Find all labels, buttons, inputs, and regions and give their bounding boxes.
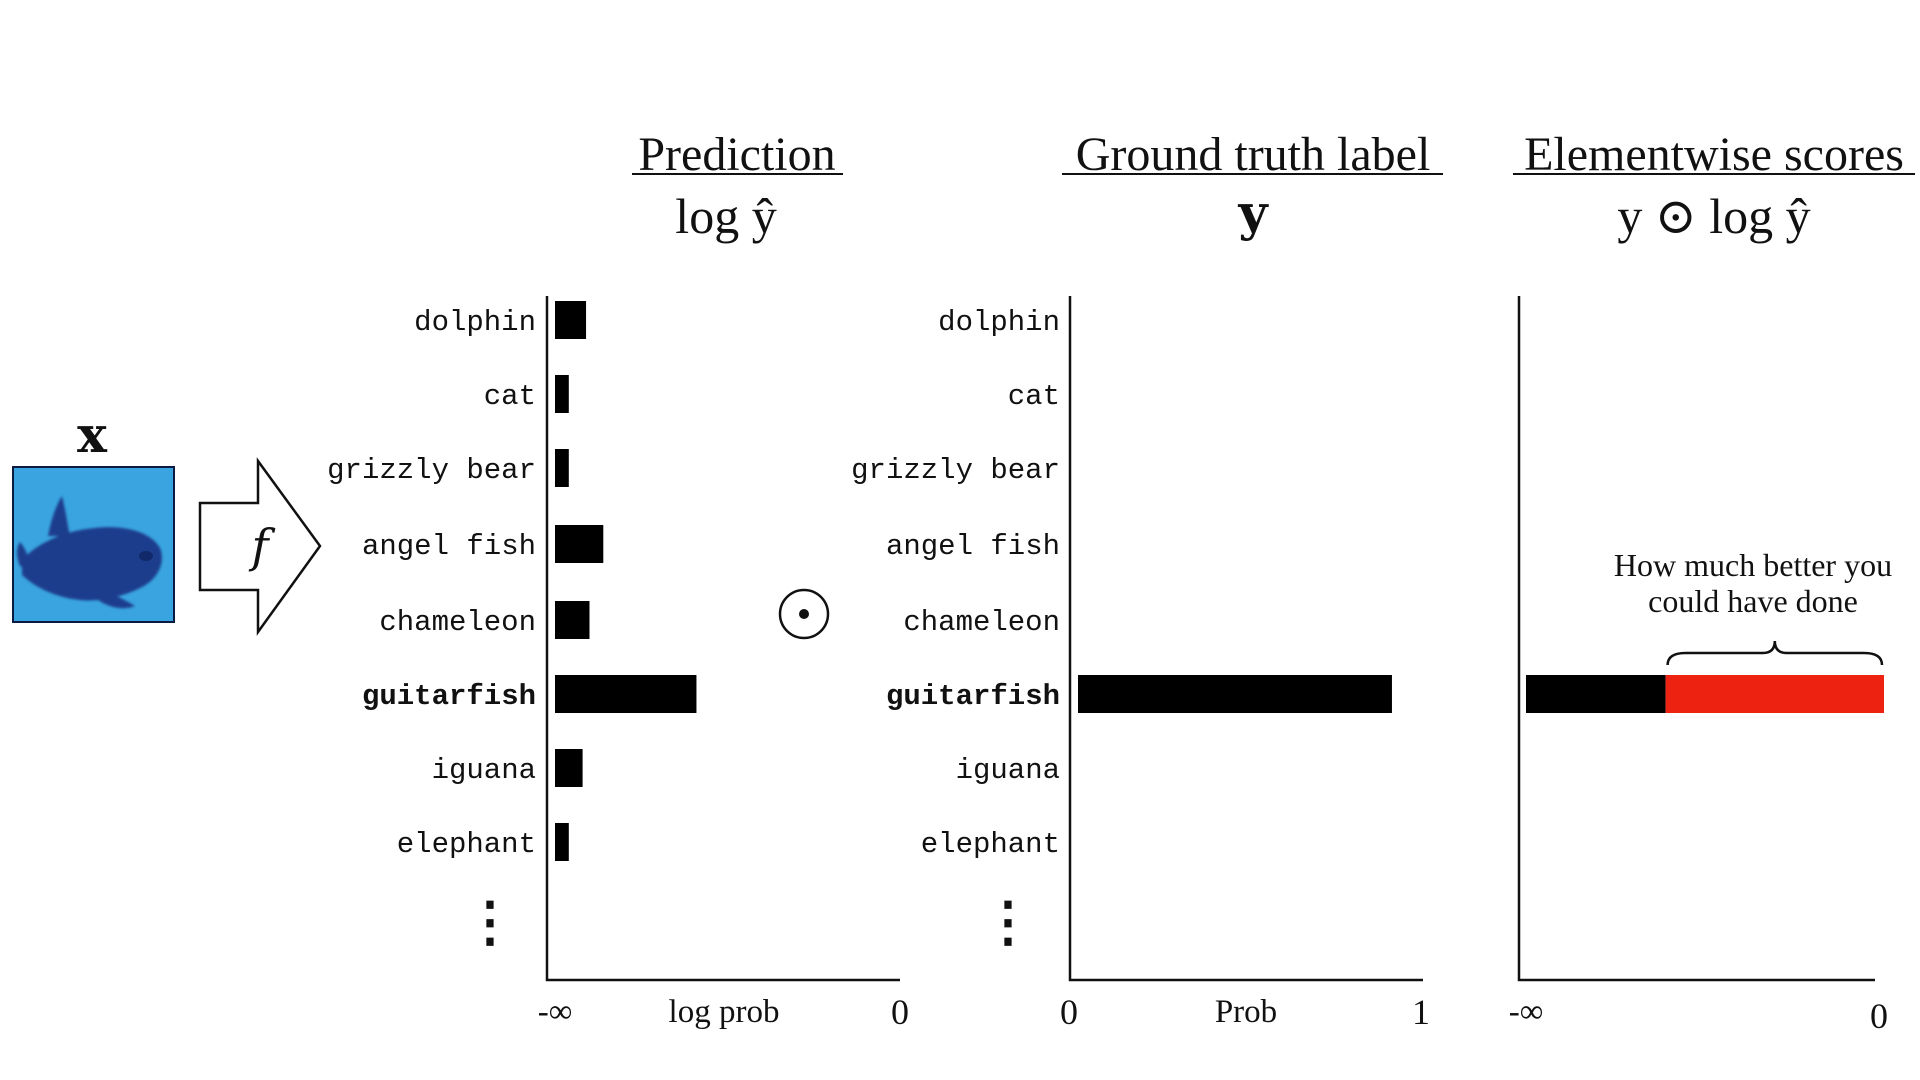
panel-titles: Prediction log ŷ Ground truth label y El… <box>632 128 1915 244</box>
annotation-line-1: How much better you <box>1614 547 1892 583</box>
ground-truth-label-elephant: elephant <box>921 828 1060 861</box>
elementwise-bar-guitarfish <box>1526 675 1666 713</box>
prediction-axis <box>545 296 900 982</box>
prediction-bar-chameleon <box>555 601 590 639</box>
annotation: How much better you could have done <box>1614 547 1892 666</box>
prediction-bars <box>555 301 697 861</box>
ground-truth-formula: y <box>1237 183 1269 242</box>
elementwise-axis <box>1517 296 1875 982</box>
ground-truth-bar-guitarfish <box>1078 675 1392 713</box>
prediction-label-dolphin: dolphin <box>414 306 536 339</box>
elementwise-bars <box>1526 675 1884 713</box>
prediction-bar-angel-fish <box>555 525 604 563</box>
prediction-axis-mid: log prob <box>669 994 780 1030</box>
elementwise-axis-left: -∞ <box>1509 994 1544 1030</box>
ground-truth-label-grizzly-bear: grizzly bear <box>851 454 1060 487</box>
prediction-label-grizzly-bear: grizzly bear <box>327 454 536 487</box>
annotation-line-2: could have done <box>1648 583 1858 619</box>
elementwise-title: Elementwise scores <box>1524 128 1904 181</box>
input-label: x <box>77 405 108 464</box>
input-group: x f <box>12 405 322 636</box>
prediction-bar-dolphin <box>555 301 587 339</box>
ground-truth-axis-mid: Prob <box>1215 994 1277 1030</box>
prediction-formula: log ŷ <box>675 188 776 244</box>
curly-brace <box>1666 640 1884 666</box>
prediction-label-cat: cat <box>484 380 536 413</box>
ground-truth-axis-left: 0 <box>1060 992 1078 1032</box>
ground-truth-category-labels: dolphin cat grizzly bear angel fish chameleo… <box>851 306 1060 861</box>
ground-truth-label-iguana: iguana <box>956 754 1060 787</box>
ground-truth-title: Ground truth label <box>1076 128 1431 181</box>
elementwise-formula: y ⊙ log ŷ <box>1617 188 1810 244</box>
hadamard-operator <box>778 588 830 640</box>
ground-truth-label-cat: cat <box>1008 380 1060 413</box>
prediction-ellipsis: ⋮ <box>463 892 517 952</box>
prediction-bar-guitarfish <box>555 675 697 713</box>
prediction-label-guitarfish: guitarfish <box>362 680 536 713</box>
ground-truth-axis <box>1068 296 1423 982</box>
prediction-axis-right: 0 <box>891 992 909 1032</box>
ground-truth-label-chameleon: chameleon <box>903 606 1060 639</box>
axis-labels: -∞ log prob 0 0 Prob 1 -∞ 0 <box>538 992 1888 1036</box>
ground-truth-ellipsis: ⋮ <box>981 892 1035 952</box>
prediction-bar-elephant <box>555 823 569 861</box>
prediction-category-labels: dolphin cat grizzly bear angel fish chameleo… <box>327 306 536 861</box>
ground-truth-label-dolphin: dolphin <box>938 306 1060 339</box>
prediction-bar-cat <box>555 375 569 413</box>
prediction-label-angel-fish: angel fish <box>362 530 536 563</box>
ground-truth-bars <box>1078 675 1392 713</box>
guitarfish-image <box>12 466 175 623</box>
ground-truth-label-guitarfish: guitarfish <box>886 680 1060 713</box>
axes <box>545 296 1875 982</box>
prediction-bar-grizzly-bear <box>555 449 569 487</box>
prediction-label-chameleon: chameleon <box>379 606 536 639</box>
elementwise-gap-bar <box>1665 675 1884 713</box>
prediction-axis-left: -∞ <box>538 994 573 1030</box>
prediction-bar-iguana <box>555 749 583 787</box>
prediction-title: Prediction <box>638 128 835 181</box>
ground-truth-label-angel-fish: angel fish <box>886 530 1060 563</box>
prediction-label-iguana: iguana <box>432 754 536 787</box>
elementwise-axis-right: 0 <box>1870 996 1888 1036</box>
function-arrow: f <box>198 457 322 636</box>
ground-truth-axis-right: 1 <box>1412 992 1430 1032</box>
prediction-label-elephant: elephant <box>397 828 536 861</box>
